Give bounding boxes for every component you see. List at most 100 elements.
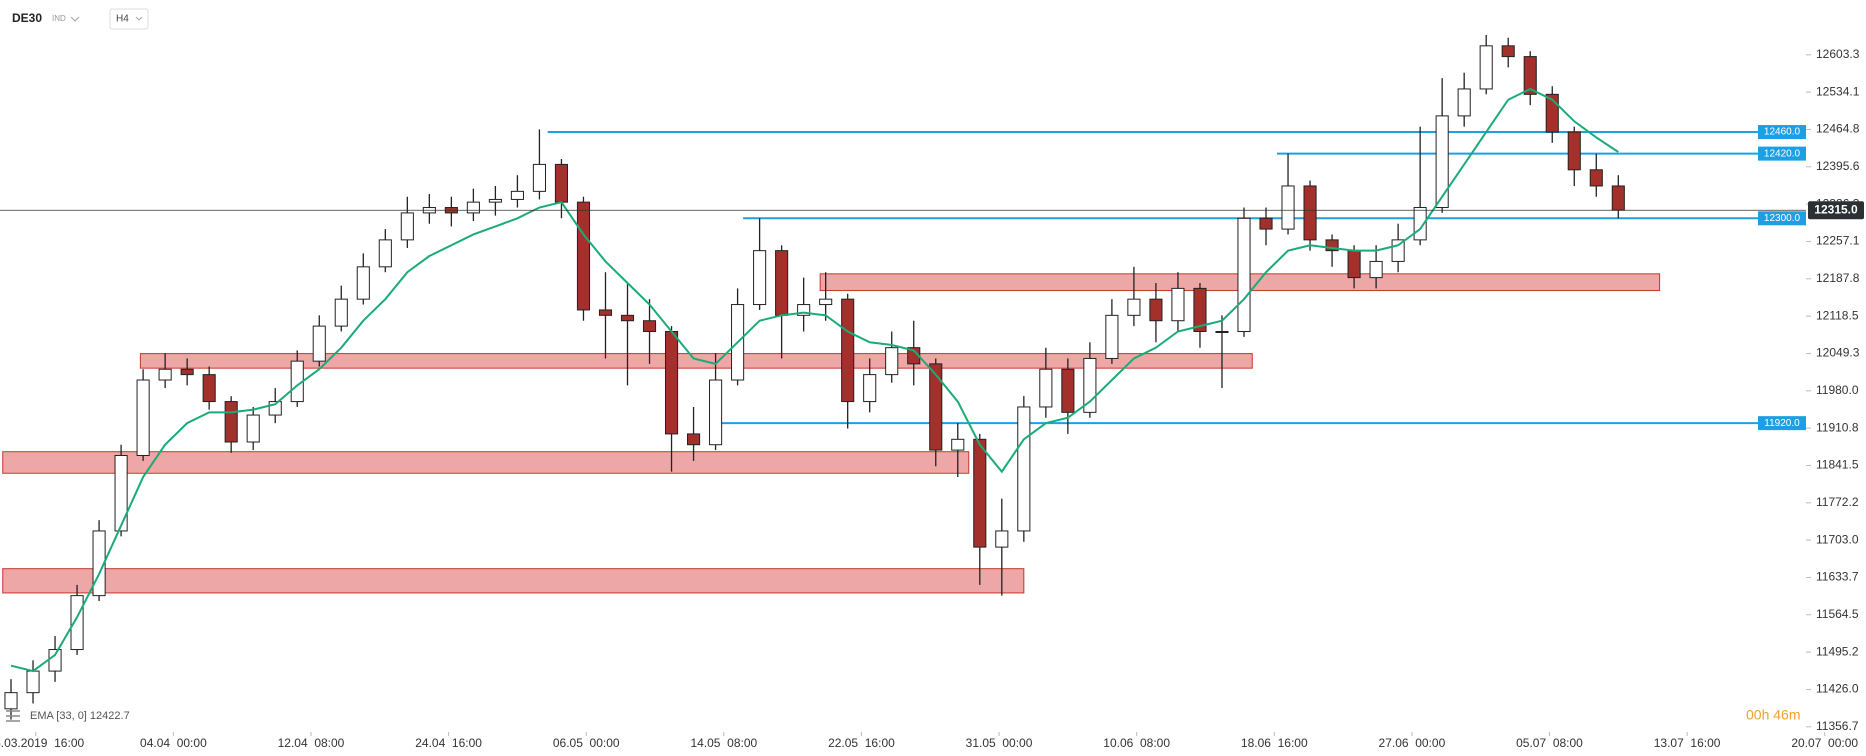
y-tick-label: 11841.5 <box>1816 458 1859 472</box>
candle-body <box>775 250 789 316</box>
candle-body <box>1611 185 1625 211</box>
x-tick-label: 31.05 00:00 <box>966 736 1033 750</box>
y-tick-label: 11980.0 <box>1816 383 1859 397</box>
candle-body <box>1215 331 1229 334</box>
candle-body <box>576 201 591 311</box>
candle-body <box>1501 45 1515 58</box>
candle-body <box>1567 131 1581 171</box>
ema-line <box>10 87 1619 673</box>
market: IND <box>52 14 66 23</box>
candle-body <box>1479 45 1493 90</box>
candle-body <box>664 331 679 435</box>
zone <box>2 568 1025 594</box>
x-tick-label: 27.06 00:00 <box>1379 736 1446 750</box>
candle-body <box>797 304 811 316</box>
level-label-box <box>1758 125 1806 140</box>
candle-body <box>180 368 194 376</box>
x-tick-label: 10.06 08:00 <box>1103 736 1170 750</box>
candle-body <box>48 649 62 672</box>
candle-body <box>863 374 877 403</box>
y-tick-label: 12395.6 <box>1816 159 1860 173</box>
candle-body <box>1303 185 1317 241</box>
candle-body <box>1061 368 1075 413</box>
candle-body <box>1017 406 1031 532</box>
interval-dropdown[interactable] <box>135 16 143 21</box>
candle-body <box>334 298 348 327</box>
symbol[interactable]: DE30 <box>12 11 42 25</box>
candle-body <box>1105 314 1119 359</box>
level-label: 12460.0 <box>1764 127 1801 138</box>
candle-body <box>312 325 326 362</box>
y-tick-label: 12464.8 <box>1816 122 1860 136</box>
candle-body <box>1039 368 1053 408</box>
last-price-box <box>1808 201 1864 220</box>
zone <box>2 451 970 474</box>
candle-body <box>136 379 150 456</box>
y-tick-label: 12603.3 <box>1816 47 1860 61</box>
indicator-icon[interactable] <box>6 710 20 722</box>
candle-body <box>995 530 1009 548</box>
y-tick-label: 12257.1 <box>1816 234 1860 248</box>
candle-body <box>1347 250 1361 279</box>
y-tick-label: 11356.7 <box>1816 719 1859 733</box>
x-tick-label: 14.05 08:00 <box>690 736 757 750</box>
zone <box>139 353 1253 369</box>
x-tick-label: 05.07 08:00 <box>1516 736 1583 750</box>
level-label: 11920.0 <box>1764 418 1800 429</box>
candle-body <box>532 163 546 192</box>
y-tick-label: 11495.2 <box>1816 644 1859 658</box>
level-label-box <box>1758 211 1806 226</box>
candle-body <box>1171 287 1185 322</box>
y-tick-label: 11426.0 <box>1816 682 1859 696</box>
candle-body <box>114 454 128 532</box>
candle-body <box>709 379 723 446</box>
level-label: 12420.0 <box>1764 148 1801 159</box>
candle-body <box>4 692 18 710</box>
candle-body <box>973 438 987 548</box>
y-tick-label: 11564.5 <box>1816 607 1859 621</box>
level-label: 12300.0 <box>1764 213 1801 224</box>
y-tick-label: 12118.5 <box>1816 308 1859 322</box>
candle-body <box>26 670 40 694</box>
y-tick-label: 11703.0 <box>1816 532 1859 546</box>
y-tick-label: 11772.2 <box>1816 495 1859 509</box>
plot-layer: 12603.312534.112464.812395.612326.312257… <box>0 35 1864 750</box>
candle-body <box>510 190 524 200</box>
candle-body <box>1237 217 1251 333</box>
candle-body <box>1281 185 1295 230</box>
symbol-dropdown[interactable] <box>70 16 80 22</box>
candle-body <box>598 309 613 316</box>
x-tick-label: 22.05 16:00 <box>828 736 895 750</box>
candle-body <box>1589 169 1603 187</box>
candle-body <box>642 320 657 333</box>
x-tick-label: 26.03.2019 16:00 <box>0 736 84 750</box>
candle-body <box>753 250 767 306</box>
level-label-box <box>1758 146 1806 161</box>
x-tick-label: 18.06 16:00 <box>1241 736 1308 750</box>
ema-label: EMA [33, 0] 12422.7 <box>30 710 130 722</box>
x-tick-label: 20.07 00:00 <box>1791 736 1858 750</box>
candle-body <box>1193 287 1207 333</box>
candle-body <box>929 363 943 451</box>
x-tick-label: 12.04 08:00 <box>278 736 345 750</box>
candle-body <box>202 374 216 403</box>
last-price-label: 12315.0 <box>1814 202 1858 216</box>
candle-body <box>1259 217 1273 230</box>
candle-body <box>1523 56 1537 95</box>
interval-button[interactable] <box>109 8 149 30</box>
x-tick-label: 24.04 16:00 <box>415 736 482 750</box>
y-tick-label: 11633.7 <box>1816 570 1859 584</box>
candle-body <box>1369 260 1383 279</box>
candle-body <box>687 433 701 446</box>
candle-body <box>885 347 899 376</box>
candle-body <box>488 198 502 203</box>
candle-body <box>620 314 635 322</box>
candle-body <box>1457 88 1471 117</box>
x-tick-label: 13.07 16:00 <box>1654 736 1721 750</box>
candle-body <box>466 201 480 214</box>
interval[interactable]: H4 <box>116 14 129 25</box>
candle-body <box>378 239 392 268</box>
candle-body <box>554 163 569 203</box>
